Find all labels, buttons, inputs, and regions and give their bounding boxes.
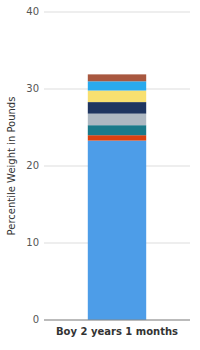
bar-segment — [88, 125, 146, 135]
axis-label: Percentile Weight in Pounds — [6, 97, 17, 236]
tick-label: 20 — [26, 160, 39, 171]
bar-segment — [88, 135, 146, 140]
y-axis: 0 10 20 30 40 — [26, 6, 190, 325]
bar-segment — [88, 91, 146, 103]
category-label: Boy 2 years 1 months — [56, 326, 178, 337]
tick-label: 10 — [26, 237, 39, 248]
tick-label: 0 — [33, 314, 39, 325]
grid-line — [44, 12, 190, 13]
tick-label: 40 — [26, 6, 39, 17]
bars — [88, 74, 146, 320]
bar-segment — [88, 141, 146, 320]
tick-label: 30 — [26, 83, 39, 94]
bar-segment — [88, 81, 146, 90]
grid-line — [44, 320, 190, 321]
chart-container: 0 10 20 30 40 Percentile Weight in Pounds Boy … — [0, 0, 200, 350]
x-axis-line — [44, 320, 190, 321]
chart: 0 10 20 30 40 Percentile Weight in Pounds Boy … — [0, 0, 200, 350]
bar-segment — [88, 102, 146, 114]
bar-segment — [88, 74, 146, 81]
bar-segment — [88, 114, 146, 126]
